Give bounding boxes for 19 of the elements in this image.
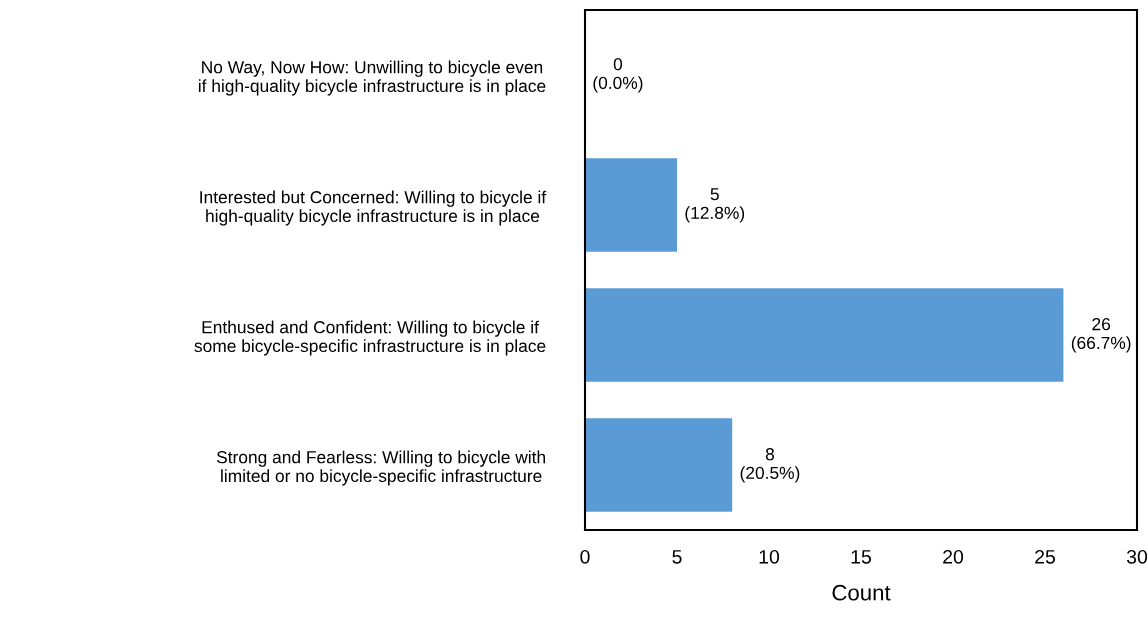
x-tick-label: 20 xyxy=(943,549,964,564)
x-tick-label: 10 xyxy=(759,549,780,564)
x-axis-title: Count xyxy=(832,584,891,601)
y-tick-label: Strong and Fearless: Willing to bicycle with limited or no bicycle-specific infrastructure xyxy=(216,450,545,486)
y-tick-label: Interested but Concerned: Willing to bicycle if high-quality bicycle infrastructure is in place xyxy=(200,190,547,226)
data-label: 5 (12.8%) xyxy=(685,188,745,223)
bar xyxy=(585,158,677,252)
y-tick-label: Enthused and Confident: Willing to bicycle if some bicycle-specific infrastructure is in place xyxy=(194,320,546,356)
x-tick-label: 15 xyxy=(851,550,871,564)
data-label: 26 (66.7%) xyxy=(1071,318,1131,353)
data-label: 0 (0.0%) xyxy=(593,58,643,93)
bar xyxy=(585,288,1064,382)
x-tick-label: 25 xyxy=(1035,549,1055,564)
x-tick-label: 30 xyxy=(1126,549,1147,564)
bar xyxy=(585,418,733,512)
y-tick-label: No Way, Now How: Unwilling to bicycle even if high-quality bicycle infrastructure is in place xyxy=(198,60,546,96)
data-label: 8 (20.5%) xyxy=(740,448,800,483)
x-tick-label: 5 xyxy=(672,550,682,564)
x-tick-label: 0 xyxy=(580,549,590,564)
